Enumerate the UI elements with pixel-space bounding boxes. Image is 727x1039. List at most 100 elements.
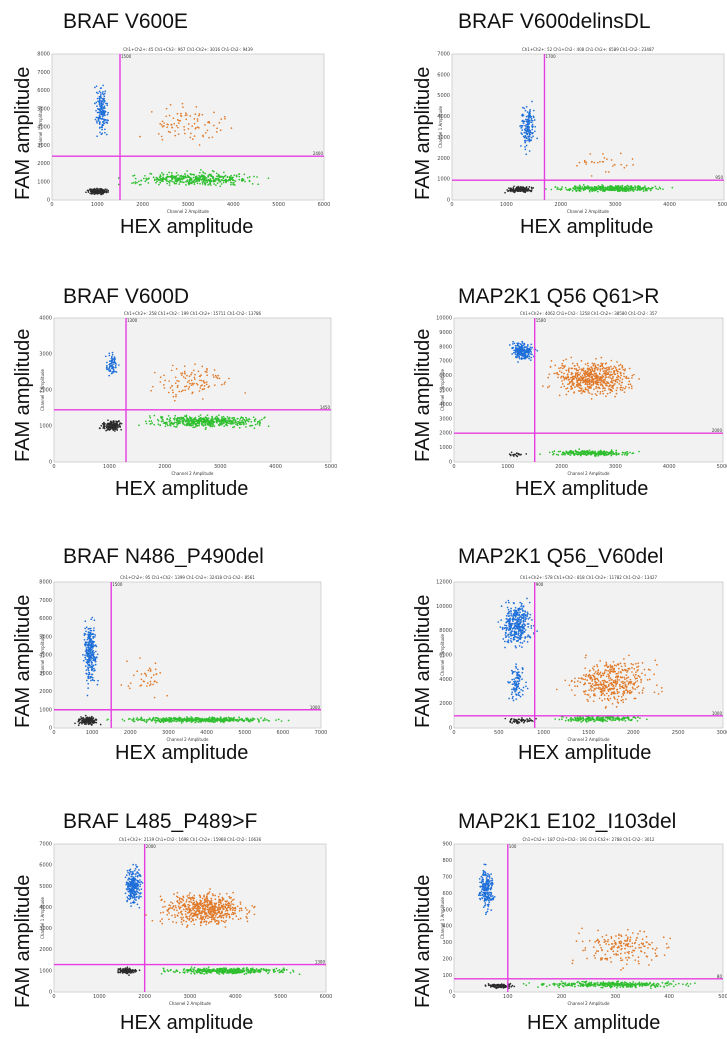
droplet-point bbox=[188, 178, 191, 181]
droplet-point bbox=[638, 378, 640, 380]
droplet-point bbox=[579, 190, 582, 192]
droplet-point bbox=[592, 383, 594, 386]
droplet-point bbox=[523, 613, 526, 615]
inner-x-label: Channel 2 Amplitude bbox=[567, 737, 610, 742]
droplet-point bbox=[527, 626, 530, 628]
droplet-point bbox=[591, 369, 594, 372]
plot-header: Ch1+Ch2+: 95 Ch1+Ch2-: 1399 Ch1-Ch2+: 32… bbox=[120, 575, 255, 580]
droplet-point bbox=[589, 453, 592, 456]
droplet-point bbox=[562, 359, 565, 362]
droplet-point bbox=[193, 378, 196, 380]
droplet-point bbox=[605, 395, 607, 398]
droplet-point bbox=[583, 186, 586, 189]
droplet-point bbox=[157, 178, 160, 181]
droplet-point bbox=[149, 670, 152, 672]
droplet-point bbox=[548, 451, 551, 454]
droplet-point bbox=[205, 381, 208, 383]
x-axis-label: HEX amplitude bbox=[115, 742, 249, 764]
droplet-point bbox=[205, 717, 208, 720]
droplet-point bbox=[185, 385, 188, 388]
droplet-point bbox=[522, 606, 524, 608]
droplet-point bbox=[102, 91, 104, 93]
droplet-point bbox=[631, 374, 634, 377]
droplet-point bbox=[87, 628, 90, 630]
droplet-point bbox=[624, 385, 627, 388]
droplet-point bbox=[615, 453, 618, 455]
droplet-point bbox=[554, 364, 557, 367]
droplet-point bbox=[97, 107, 99, 110]
droplet-point bbox=[183, 365, 186, 368]
droplet-point bbox=[199, 719, 201, 722]
droplet-point bbox=[199, 379, 201, 382]
droplet-point bbox=[608, 369, 610, 371]
droplet-point bbox=[184, 173, 186, 175]
droplet-point bbox=[127, 685, 130, 687]
droplet-point bbox=[238, 716, 240, 719]
droplet-point bbox=[229, 420, 232, 423]
droplet-point bbox=[585, 375, 588, 378]
droplet-point bbox=[229, 181, 232, 184]
droplet-point bbox=[526, 635, 529, 638]
droplet-point bbox=[571, 379, 573, 382]
droplet-point bbox=[173, 122, 176, 125]
droplet-point bbox=[190, 716, 193, 718]
droplet-point bbox=[596, 381, 599, 384]
droplet-point bbox=[572, 450, 574, 453]
droplet-point bbox=[603, 381, 606, 384]
droplet-point bbox=[184, 385, 186, 388]
droplet-point bbox=[221, 383, 223, 386]
droplet-point bbox=[611, 368, 613, 370]
droplet-point bbox=[230, 178, 233, 181]
x-tick-label: 5000 bbox=[325, 464, 338, 470]
droplet-point bbox=[529, 636, 532, 639]
droplet-point bbox=[621, 188, 624, 191]
droplet-point bbox=[563, 378, 566, 381]
droplet-point bbox=[191, 182, 193, 185]
y-tick-label: 4000 bbox=[439, 677, 452, 683]
droplet-point bbox=[561, 362, 564, 365]
droplet-point bbox=[176, 180, 178, 183]
droplet-point bbox=[188, 420, 191, 423]
y-tick-label: 3000 bbox=[39, 352, 52, 358]
droplet-point bbox=[605, 453, 608, 456]
droplet-point bbox=[577, 371, 579, 374]
droplet-point bbox=[106, 425, 108, 428]
droplet-point bbox=[174, 376, 177, 379]
droplet-point bbox=[195, 382, 198, 385]
droplet-point bbox=[527, 612, 529, 615]
droplet-point bbox=[613, 453, 616, 455]
droplet-point bbox=[516, 617, 519, 619]
droplet-point bbox=[133, 174, 136, 177]
droplet-point bbox=[596, 368, 599, 371]
chart-plot: Ch1+Ch2+: 95 Ch1+Ch2-: 1399 Ch1-Ch2+: 32… bbox=[39, 575, 327, 742]
droplet-point bbox=[178, 183, 181, 185]
droplet-point bbox=[595, 387, 597, 390]
droplet-point bbox=[511, 630, 514, 632]
droplet-point bbox=[147, 669, 150, 672]
droplet-point bbox=[530, 627, 533, 629]
droplet-point bbox=[199, 182, 201, 185]
droplet-point bbox=[616, 386, 619, 389]
droplet-point bbox=[201, 113, 204, 116]
droplet-point bbox=[143, 680, 145, 683]
droplet-point bbox=[623, 391, 626, 394]
droplet-point bbox=[178, 417, 181, 419]
droplet-point bbox=[180, 372, 182, 375]
droplet-point bbox=[254, 423, 257, 426]
x-tick-label: 1000 bbox=[501, 464, 514, 470]
droplet-point bbox=[598, 378, 601, 381]
x-axis-label: HEX amplitude bbox=[515, 478, 649, 500]
droplet-point bbox=[524, 616, 526, 618]
droplet-point bbox=[200, 169, 202, 171]
droplet-point bbox=[203, 385, 206, 387]
droplet-point bbox=[610, 187, 613, 190]
droplet-point bbox=[96, 121, 98, 124]
droplet-point bbox=[84, 656, 87, 659]
droplet-point bbox=[252, 416, 255, 419]
droplet-point bbox=[566, 376, 569, 379]
droplet-point bbox=[244, 180, 246, 183]
droplet-point bbox=[134, 177, 137, 180]
y-tick-label: 0 bbox=[447, 198, 450, 204]
droplet-point bbox=[612, 379, 615, 382]
droplet-point bbox=[182, 106, 184, 109]
